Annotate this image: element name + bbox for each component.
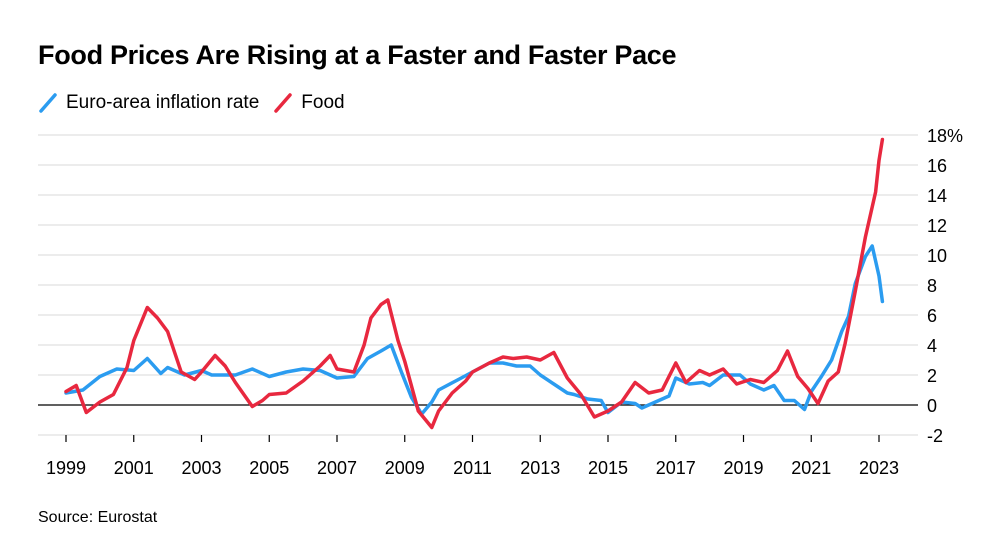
x-tick-label: 2001: [114, 458, 154, 478]
legend-label-inflation: Euro-area inflation rate: [66, 92, 260, 113]
legend-item-food: Food: [273, 92, 345, 114]
line-chart: -2 0 2 4 6 8 10 12 14 16 18% 1999 2001 2003 2005 2007 2…: [38, 126, 963, 478]
y-tick-label: 0: [927, 396, 937, 416]
x-tick-label: 2017: [656, 458, 696, 478]
series-line-food: [64, 137, 885, 430]
y-tick-label: 6: [927, 306, 937, 326]
x-tick-label: 2007: [317, 458, 357, 478]
chart-title: Food Prices Are Rising at a Faster and F…: [38, 40, 677, 70]
y-tick-label: 14: [927, 186, 947, 206]
legend-swatch-inflation: [39, 93, 57, 113]
chart-legend: Euro-area inflation rate Food: [38, 91, 359, 115]
x-tick-label: 2003: [181, 458, 221, 478]
y-tick-label: 10: [927, 246, 947, 266]
x-tick-label: 2011: [453, 458, 492, 478]
x-axis: 1999 2001 2003 2005 2007 2009 2011 2013 2015 2017…: [46, 435, 899, 478]
y-tick-label: 2: [927, 366, 937, 386]
legend-item-inflation: Euro-area inflation rate: [38, 92, 259, 114]
x-tick-label: 2019: [723, 458, 763, 478]
y-axis-tick-labels: -2 0 2 4 6 8 10 12 14 16 18%: [927, 126, 963, 446]
legend-label-food: Food: [301, 92, 345, 113]
x-tick-label: 2021: [791, 458, 831, 478]
x-tick-label: 1999: [46, 458, 86, 478]
y-tick-label: 18%: [927, 126, 963, 146]
x-tick-label: 2013: [520, 458, 560, 478]
y-tick-label: -2: [927, 426, 943, 446]
series-line-inflation: [64, 244, 885, 416]
y-tick-label: 16: [927, 156, 947, 176]
x-tick-label: 2015: [588, 458, 628, 478]
x-tick-label: 2009: [385, 458, 425, 478]
y-tick-label: 4: [927, 336, 937, 356]
x-tick-label: 2005: [249, 458, 289, 478]
source-note: Source: Eurostat: [38, 509, 158, 526]
x-tick-label: 2023: [859, 458, 899, 478]
gridlines: [38, 134, 918, 436]
y-tick-label: 12: [927, 216, 947, 236]
legend-swatch-food: [274, 93, 293, 113]
series-lines: [64, 137, 885, 430]
y-tick-label: 8: [927, 276, 937, 296]
